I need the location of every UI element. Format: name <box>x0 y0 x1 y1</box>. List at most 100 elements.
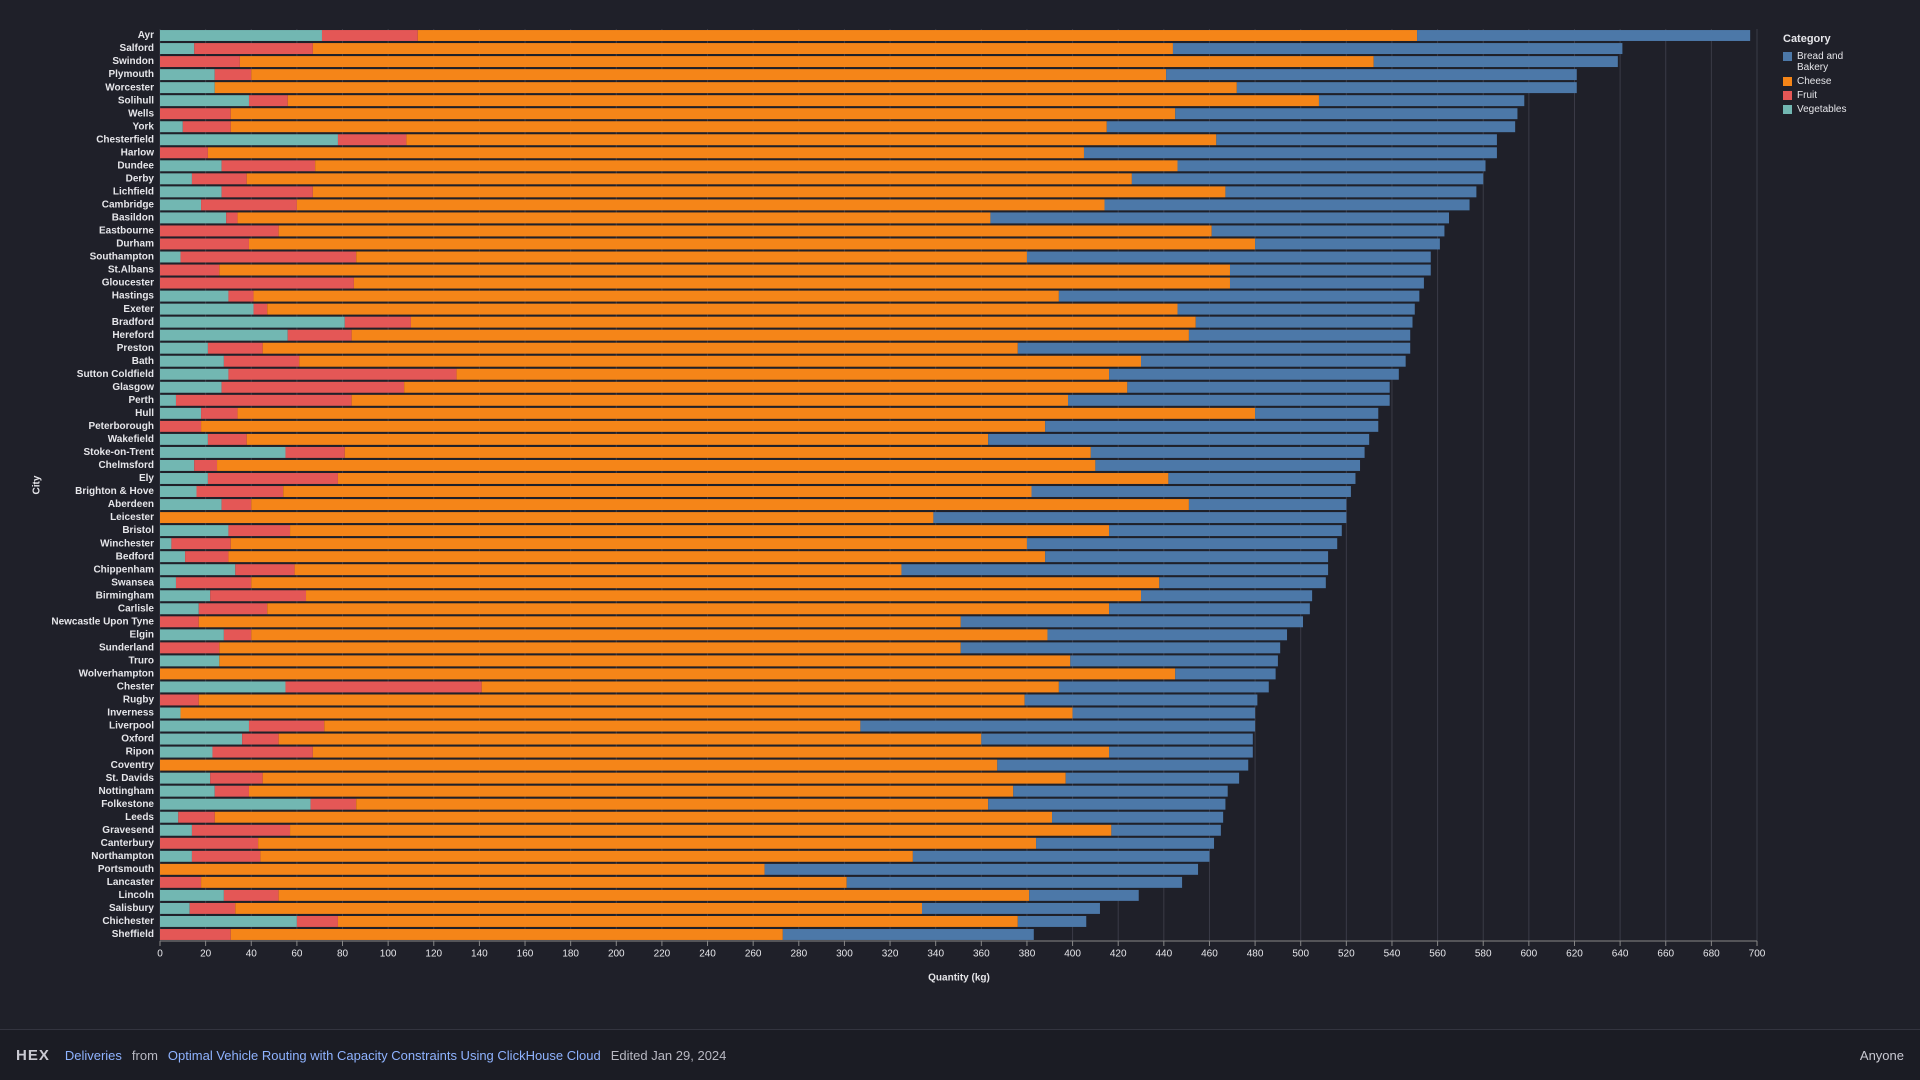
bar-segment <box>306 590 1142 602</box>
bar-segment <box>251 629 1048 641</box>
y-tick-label: Plymouth <box>108 69 154 80</box>
bar-segment <box>235 564 295 576</box>
y-tick-label: Bath <box>132 356 154 367</box>
bar-segment <box>1106 121 1516 133</box>
bar-segment <box>198 616 961 628</box>
bar-segment <box>171 538 231 550</box>
y-tick-label: Gloucester <box>102 278 154 289</box>
bar-segment <box>860 720 1256 732</box>
bar-segment <box>201 420 1046 432</box>
bar-segment <box>1070 655 1278 667</box>
bar-segment <box>160 212 227 224</box>
x-tick-label: 380 <box>1019 949 1036 960</box>
x-tick-label: 60 <box>291 949 303 960</box>
x-tick-label: 700 <box>1749 949 1766 960</box>
bar-segment <box>456 368 1110 380</box>
bar-segment <box>1127 381 1390 393</box>
bar-segment <box>160 577 176 589</box>
bar-segment <box>260 850 913 862</box>
bar-segment <box>960 642 1281 654</box>
bar-segment <box>160 824 192 836</box>
bar-segment <box>1166 69 1577 81</box>
bar-segment <box>262 342 1018 354</box>
y-tick-label: Chester <box>117 682 154 693</box>
y-tick-label: Ripon <box>126 747 154 758</box>
bar-segment <box>160 121 183 133</box>
bar-segment <box>337 473 1169 484</box>
bar-segment <box>1026 251 1431 263</box>
bar-segment <box>312 746 1110 758</box>
bar-segment <box>214 82 1237 94</box>
y-tick-label: Hereford <box>112 330 154 341</box>
bar-segment <box>221 186 313 198</box>
bar-segment <box>253 290 1059 302</box>
y-tick-label: Chesterfield <box>96 134 154 145</box>
bar-segment <box>988 433 1370 445</box>
legend-label: Vegetables <box>1797 104 1847 115</box>
bar-segment <box>239 56 1374 68</box>
bar-segment <box>198 694 1025 706</box>
bar-segment <box>1045 551 1329 563</box>
bar-segment <box>160 329 288 341</box>
y-tick-label: Brighton & Hove <box>75 486 154 497</box>
x-tick-label: 120 <box>425 949 442 960</box>
bar-segment <box>337 134 407 146</box>
bar-segment <box>201 876 847 888</box>
app-link[interactable]: Deliveries <box>64 1047 122 1063</box>
y-tick-label: Wolverhampton <box>79 669 154 680</box>
bar-segment <box>160 707 181 719</box>
bar-segment <box>160 850 192 862</box>
bar-segment <box>253 303 268 315</box>
bar-segment <box>219 642 961 654</box>
bar-segment <box>160 173 192 185</box>
bar-segment <box>1095 459 1361 471</box>
y-tick-label: Lancaster <box>107 877 154 888</box>
legend-item[interactable]: Bread and Bakery <box>1783 51 1883 73</box>
bar-segment <box>988 798 1226 810</box>
bar-segment <box>160 551 186 563</box>
bar-segment <box>212 746 313 758</box>
bar-segment <box>221 381 405 393</box>
y-tick-label: Dundee <box>117 160 154 171</box>
bar-segment <box>160 95 249 107</box>
bar-segment <box>1255 238 1440 250</box>
project-link[interactable]: Optimal Vehicle Routing with Capacity Co… <box>167 1047 601 1063</box>
bar-segment <box>160 616 199 628</box>
bar-segment <box>344 316 411 328</box>
bar-segment <box>1229 277 1424 289</box>
bar-segment <box>1229 264 1431 276</box>
bar-segment <box>933 512 1347 524</box>
legend-item[interactable]: Vegetables <box>1783 104 1883 115</box>
y-tick-label: Inverness <box>107 708 154 719</box>
legend-swatch <box>1783 77 1792 86</box>
y-tick-label: Cambridge <box>102 200 155 211</box>
bar-segment <box>1047 629 1288 641</box>
bar-segment <box>230 108 1176 120</box>
bar-segment <box>997 759 1249 771</box>
x-tick-label: 520 <box>1338 949 1355 960</box>
bar-segment <box>160 160 222 172</box>
bar-segment <box>287 329 352 341</box>
legend-item[interactable]: Fruit <box>1783 90 1883 101</box>
bar-segment <box>1417 30 1751 41</box>
y-tick-label: Chelmsford <box>98 460 154 471</box>
bar-segment <box>782 929 1034 940</box>
bar-segment <box>246 173 1132 185</box>
bar-segment <box>324 720 861 732</box>
bar-segment <box>160 238 249 250</box>
bar-segment <box>191 173 247 185</box>
y-tick-label: Ayr <box>138 30 154 41</box>
from-text: from <box>131 1047 158 1063</box>
legend-item[interactable]: Cheese <box>1783 76 1883 87</box>
bar-segment <box>285 446 345 458</box>
x-tick-label: 640 <box>1612 949 1629 960</box>
bar-segment <box>1188 499 1347 511</box>
x-tick-label: 20 <box>200 949 212 960</box>
access-button[interactable]: Anyone <box>1859 1047 1904 1063</box>
y-tick-label: Winchester <box>100 538 154 549</box>
bar-segment <box>237 212 991 224</box>
bar-segment <box>228 551 1046 563</box>
bar-segment <box>160 785 215 797</box>
bar-segment <box>1017 342 1411 354</box>
bar-segment <box>1068 394 1390 406</box>
